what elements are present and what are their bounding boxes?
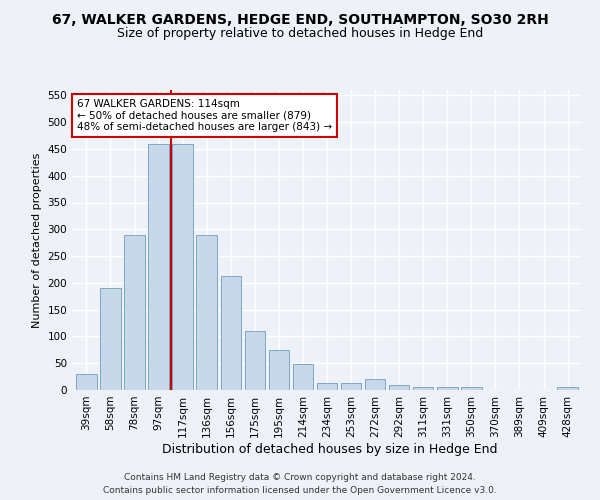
Text: 67, WALKER GARDENS, HEDGE END, SOUTHAMPTON, SO30 2RH: 67, WALKER GARDENS, HEDGE END, SOUTHAMPT…: [52, 12, 548, 26]
Bar: [196, 234, 217, 390]
Text: Contains HM Land Registry data © Crown copyright and database right 2024.
Contai: Contains HM Land Registry data © Crown c…: [103, 474, 497, 495]
Bar: [557, 388, 578, 390]
Bar: [221, 276, 241, 390]
Bar: [437, 387, 458, 390]
Bar: [461, 387, 482, 390]
Bar: [293, 364, 313, 390]
Text: Distribution of detached houses by size in Hedge End: Distribution of detached houses by size …: [162, 442, 498, 456]
Text: Size of property relative to detached houses in Hedge End: Size of property relative to detached ho…: [117, 28, 483, 40]
Bar: [269, 350, 289, 390]
Bar: [76, 374, 97, 390]
Bar: [124, 234, 145, 390]
Y-axis label: Number of detached properties: Number of detached properties: [32, 152, 42, 328]
Text: 67 WALKER GARDENS: 114sqm
← 50% of detached houses are smaller (879)
48% of semi: 67 WALKER GARDENS: 114sqm ← 50% of detac…: [77, 99, 332, 132]
Bar: [365, 380, 385, 390]
Bar: [245, 331, 265, 390]
Bar: [172, 144, 193, 390]
Bar: [317, 382, 337, 390]
Bar: [389, 384, 409, 390]
Bar: [341, 382, 361, 390]
Bar: [100, 288, 121, 390]
Bar: [148, 144, 169, 390]
Bar: [413, 387, 433, 390]
